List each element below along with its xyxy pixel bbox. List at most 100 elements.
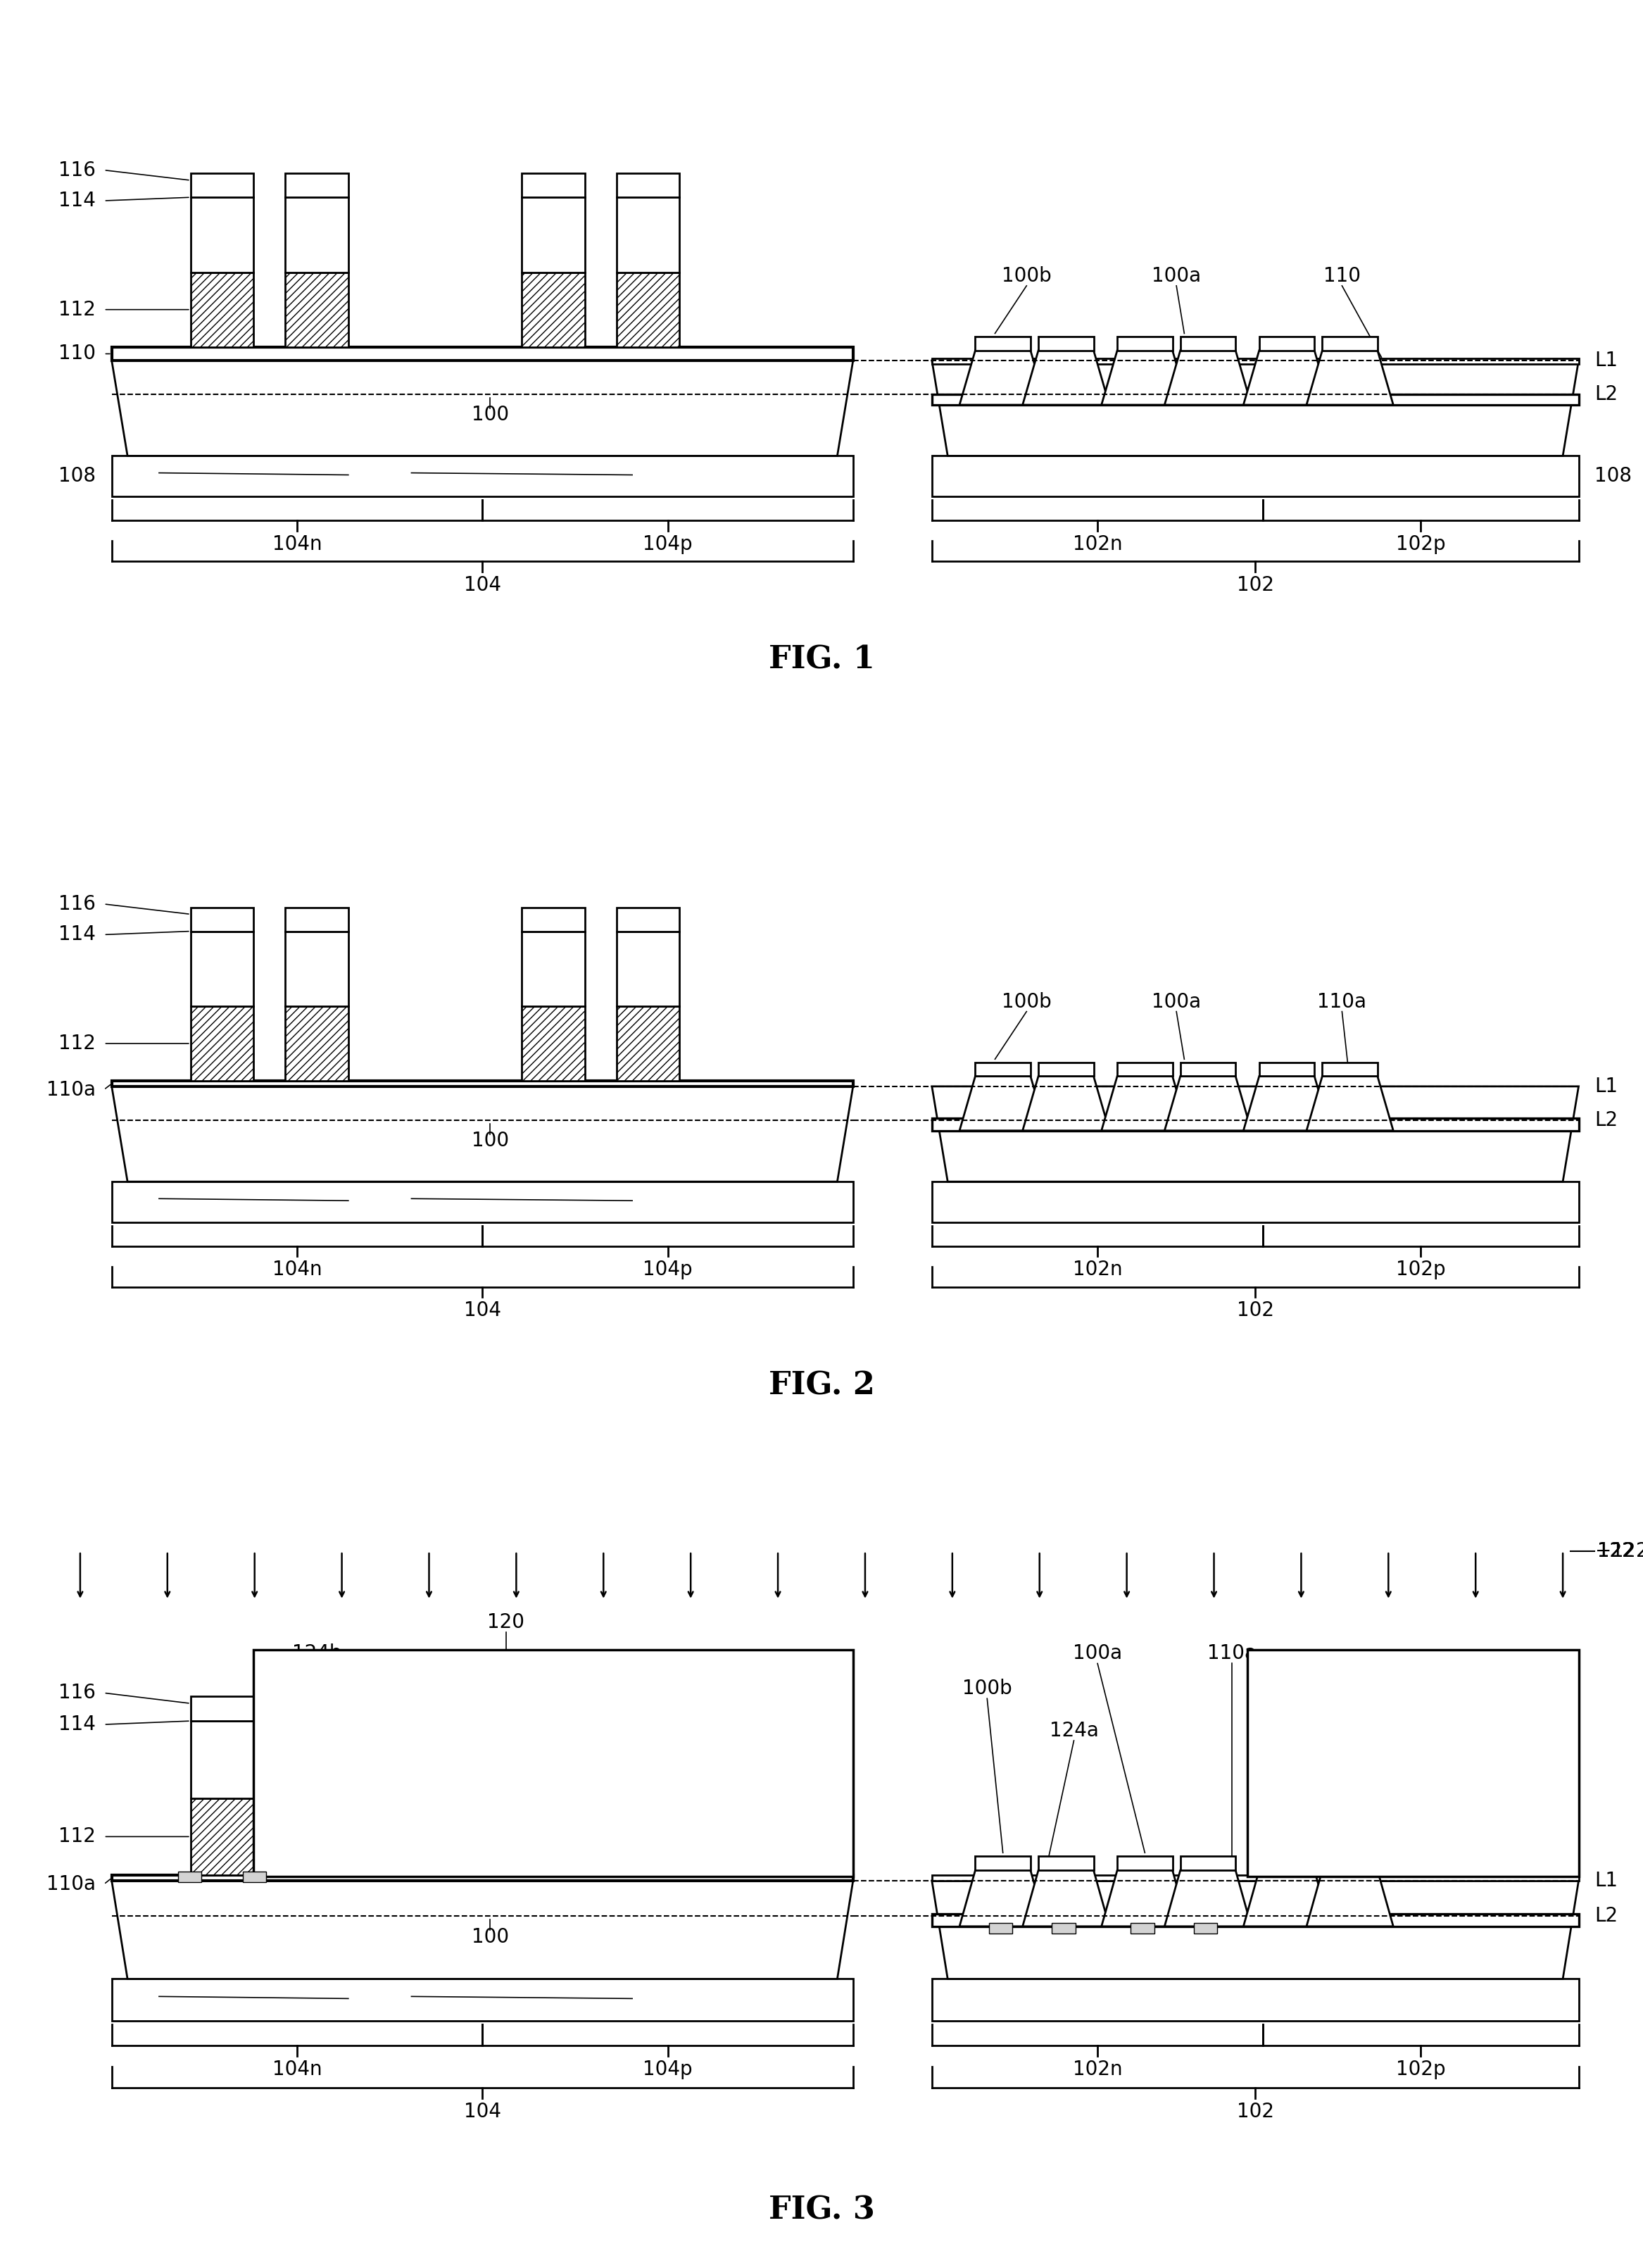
Text: 102: 102 (1237, 1302, 1273, 1320)
Polygon shape (932, 361, 1579, 456)
Text: 114: 114 (59, 925, 95, 943)
Text: FIG. 1: FIG. 1 (769, 644, 874, 676)
Text: 124a: 124a (1050, 1721, 1099, 1740)
Text: 104p: 104p (642, 1261, 693, 1279)
Bar (191, 1799, 253, 1876)
Text: 124b: 124b (292, 1644, 342, 1662)
Polygon shape (1165, 1077, 1252, 1132)
Bar (616, 1799, 680, 1876)
Text: 112: 112 (59, 299, 95, 320)
Bar (932, 1876, 1579, 1880)
Polygon shape (1022, 1871, 1109, 1926)
Text: 110: 110 (1323, 265, 1360, 286)
Bar (286, 1799, 348, 1876)
Text: 102n: 102n (1073, 533, 1122, 553)
Text: 114: 114 (59, 1715, 95, 1735)
Text: 122: 122 (1597, 1542, 1635, 1560)
Bar (191, 272, 253, 347)
Bar (112, 1980, 853, 2021)
Text: 100b: 100b (1002, 991, 1052, 1012)
Polygon shape (1244, 349, 1331, 404)
Polygon shape (112, 1880, 853, 1980)
Bar (976, 1061, 1030, 1077)
Bar (191, 175, 253, 197)
Bar (1117, 1855, 1173, 1871)
Text: 104n: 104n (273, 533, 322, 553)
Text: 104: 104 (463, 1302, 501, 1320)
Text: $\mathregular{-}$122: $\mathregular{-}$122 (1594, 1542, 1643, 1560)
Polygon shape (1101, 1871, 1188, 1926)
Text: 110a: 110a (46, 1873, 95, 1894)
Bar (522, 1007, 585, 1082)
Text: 100: 100 (472, 1928, 509, 1946)
Bar (932, 1980, 1579, 2021)
Bar (932, 1118, 1579, 1132)
Bar (1247, 1649, 1579, 1876)
Bar (253, 1649, 853, 1876)
Text: 100: 100 (472, 1132, 509, 1150)
Text: 110a: 110a (1318, 991, 1367, 1012)
Text: 102: 102 (1237, 574, 1273, 594)
Text: 102p: 102p (1397, 1261, 1446, 1279)
Text: 102p: 102p (1397, 2059, 1446, 2080)
Bar (112, 347, 853, 361)
Bar (286, 197, 348, 272)
Polygon shape (932, 1086, 1579, 1182)
Bar (522, 907, 585, 932)
Bar (1038, 1061, 1094, 1077)
Bar (522, 1721, 585, 1799)
Bar (112, 456, 853, 497)
Bar (616, 197, 680, 272)
Text: L1: L1 (1594, 1077, 1618, 1095)
Polygon shape (960, 349, 1047, 404)
Text: 112: 112 (59, 1034, 95, 1052)
Bar (522, 1696, 585, 1721)
Text: 116: 116 (59, 1683, 95, 1703)
Text: 112: 112 (59, 1826, 95, 1846)
Polygon shape (1244, 1871, 1331, 1926)
Text: L2: L2 (1594, 1111, 1618, 1129)
Bar (286, 932, 348, 1007)
Text: L2: L2 (1594, 386, 1618, 404)
Bar (191, 197, 253, 272)
Bar (932, 1914, 1579, 1926)
Bar (1117, 1061, 1173, 1077)
Text: 110a: 110a (46, 1080, 95, 1100)
Bar (522, 932, 585, 1007)
Text: 102: 102 (1237, 2102, 1273, 2121)
Bar (976, 1855, 1030, 1871)
Bar (932, 456, 1579, 497)
Bar (1117, 336, 1173, 349)
Bar (191, 1007, 253, 1082)
Text: 100: 100 (472, 406, 509, 424)
Text: 104n: 104n (273, 2059, 322, 2080)
Polygon shape (1101, 1077, 1188, 1132)
Text: 122: 122 (1597, 1542, 1635, 1560)
Polygon shape (1165, 349, 1252, 404)
Bar (112, 1082, 853, 1086)
Text: 104: 104 (463, 2102, 501, 2121)
Bar (522, 197, 585, 272)
Polygon shape (1244, 1077, 1331, 1132)
Polygon shape (112, 361, 853, 456)
Bar (286, 1007, 348, 1082)
Text: 102n: 102n (1073, 1261, 1122, 1279)
Bar (286, 907, 348, 932)
Bar (616, 1696, 680, 1721)
Text: FIG. 2: FIG. 2 (769, 1370, 874, 1402)
Bar (616, 272, 680, 347)
Bar (616, 907, 680, 932)
Bar (286, 272, 348, 347)
Bar (112, 1182, 853, 1222)
Text: 108: 108 (59, 467, 95, 485)
Bar (1180, 336, 1236, 349)
Bar (286, 1696, 348, 1721)
Text: 104n: 104n (273, 1261, 322, 1279)
Bar (932, 1182, 1579, 1222)
Bar (616, 175, 680, 197)
Text: 116: 116 (59, 161, 95, 179)
Text: $\mathregular{\neg}$120: $\mathregular{\neg}$120 (1382, 1653, 1436, 1674)
Text: 104p: 104p (642, 533, 693, 553)
Bar (286, 175, 348, 197)
Text: FIG. 3: FIG. 3 (769, 2195, 874, 2225)
